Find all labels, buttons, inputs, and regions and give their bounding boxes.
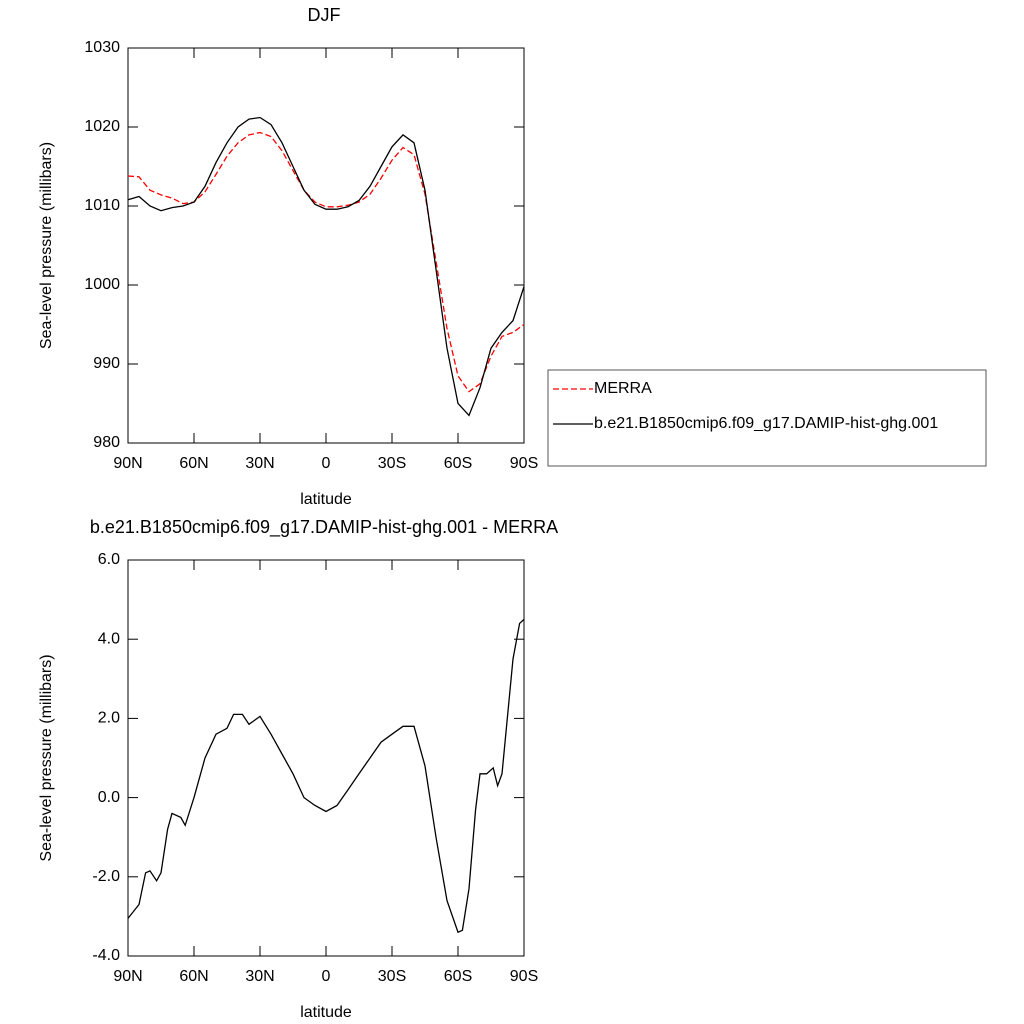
legend-box — [547, 369, 987, 467]
legend-label: b.e21.B1850cmip6.f09_g17.DAMIP-hist-ghg.… — [594, 415, 938, 432]
y-tick-label: 4.0 — [98, 630, 120, 647]
x-tick-label: 60N — [179, 968, 208, 985]
x-tick-label: 30N — [245, 968, 274, 985]
y-tick-label: 6.0 — [98, 551, 120, 568]
y-tick-label: 0.0 — [98, 789, 120, 806]
data-line — [127, 116, 525, 417]
y-tick-label: 1020 — [84, 118, 120, 135]
legend-label: MERRA — [594, 380, 652, 397]
x-tick-label: 90S — [510, 455, 538, 472]
x-axis-label: latitude — [300, 491, 352, 508]
plot-frame — [127, 47, 525, 444]
x-tick-label: 30N — [245, 455, 274, 472]
x-tick-label: 0 — [322, 968, 331, 985]
plot-frame — [127, 559, 525, 957]
y-axis-label: Sea-level pressure (millibars) — [38, 654, 55, 861]
chart-title: DJF — [308, 5, 341, 25]
y-tick-label: 1030 — [84, 39, 120, 56]
x-tick-label: 60N — [179, 455, 208, 472]
x-tick-label: 0 — [322, 455, 331, 472]
plot-group: 90N 60N 30N 0 30S 60S 90S 980 990 1000 1010 1020 103… — [38, 5, 538, 508]
y-tick-label: -2.0 — [92, 868, 120, 885]
x-tick-label: 30S — [378, 455, 406, 472]
x-tick-label: 60S — [444, 968, 472, 985]
plot-group: 90N 60N 30N 0 30S 60S 90S -4.0 -2.0 0.0 2.0 4.0 6.0 b… — [38, 517, 558, 1021]
chart-title: b.e21.B1850cmip6.f09_g17.DAMIP-hist-ghg.… — [90, 517, 558, 538]
y-tick-label: 990 — [93, 355, 120, 372]
y-tick-label: 2.0 — [98, 710, 120, 727]
data-line — [127, 131, 525, 393]
y-tick-label: 1010 — [84, 197, 120, 214]
x-tick-label: 90N — [113, 455, 142, 472]
legend: MERRA b.e21.B1850cmip6.f09_g17.DAMIP-hist… — [547, 369, 987, 467]
x-tick-label: 60S — [444, 455, 472, 472]
x-tick-label: 90N — [113, 968, 142, 985]
data-line — [127, 618, 525, 934]
x-tick-label: 30S — [378, 968, 406, 985]
y-axis-label: Sea-level pressure (millibars) — [38, 142, 55, 349]
y-tick-label: 1000 — [84, 276, 120, 293]
y-tick-label: -4.0 — [92, 947, 120, 964]
x-tick-label: 90S — [510, 968, 538, 985]
y-tick-label: 980 — [93, 434, 120, 451]
x-axis-label: latitude — [300, 1004, 352, 1021]
